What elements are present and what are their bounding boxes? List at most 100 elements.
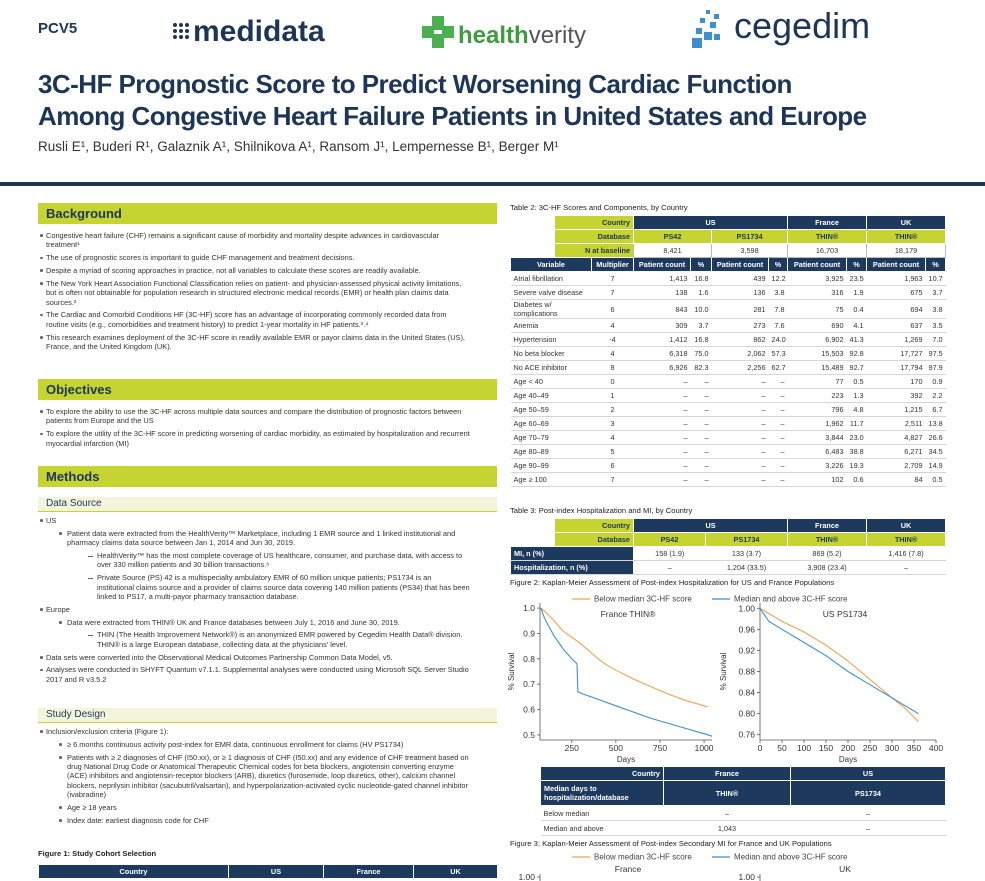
table-cell: 38.8: [846, 444, 867, 459]
header-rule: [0, 182, 985, 186]
table-cell: –: [690, 444, 712, 459]
table-cell: 3,226: [787, 458, 847, 473]
poster-code: PCV5: [38, 20, 78, 37]
table-cell: 869 (5.2): [787, 546, 867, 561]
table-cell: Age 90–99: [510, 458, 592, 473]
bullet-item: Analyses were conducted in SHYFT Quantum…: [38, 665, 470, 684]
table-cell: Patient count: [633, 257, 692, 272]
table-cell: 138: [633, 285, 691, 300]
table-cell: 2,511: [866, 416, 926, 431]
table-cell: –: [768, 458, 788, 473]
title-line: Among Congestive Heart Failure Patients …: [38, 101, 867, 131]
table-row: Variable Multiplier Patient count% Patient …: [510, 257, 947, 272]
y-axis-label: % Survival: [719, 652, 728, 690]
bullet-item: Data were extracted from THIN® UK and Fr…: [38, 618, 470, 627]
table-cell: 16,703: [787, 243, 868, 258]
table-cell: –: [690, 402, 712, 417]
table-cell: –: [633, 374, 691, 389]
row-label: Database: [511, 532, 634, 547]
table-cell: –: [768, 402, 788, 417]
table-cell: THIN®: [866, 229, 947, 244]
table-row: Age 50–59 2– – – –796 4.8 1,215 6.7: [510, 402, 946, 417]
table-body: Country US France UK Database PS42 PS1734 THIN®…: [510, 518, 947, 575]
table-cell: 7: [591, 285, 634, 300]
table-cell: 8: [591, 360, 634, 375]
x-tick-label: 250: [565, 743, 579, 753]
bullet-item: Patient data were extracted from the Hea…: [38, 529, 470, 548]
y-tick-label: 0.5: [523, 730, 535, 740]
table-cell: 1,413: [633, 271, 691, 286]
table-cell: –: [633, 444, 691, 459]
table-cell: 136: [711, 285, 769, 300]
table-cell: –: [768, 388, 788, 403]
table-cell: 84: [866, 472, 926, 487]
table-cell: –: [711, 416, 769, 431]
table-cell: –: [633, 458, 691, 473]
table-cell: 4: [591, 430, 634, 445]
bullet-item: The New York Heart Association Functiona…: [38, 279, 470, 307]
y-tick-label: 0.84: [738, 688, 755, 698]
medidata-icon: [173, 23, 189, 39]
table-cell: Patient count: [787, 257, 848, 272]
row-label-text: Country: [554, 216, 634, 229]
table-cell: 2,256: [711, 360, 769, 375]
table-cell: 3,925: [787, 271, 847, 286]
table-cell: 392: [866, 388, 926, 403]
table-row: Atrial fibrillation 7 1,413 16.8 439 12.2 3,92…: [510, 271, 946, 286]
table-cell: Atrial fibrillation: [510, 271, 592, 286]
panel-title: France: [615, 864, 642, 874]
medidata-logo: medidata: [193, 15, 325, 48]
table-cell: Age < 40: [510, 374, 592, 389]
table-row: Below median – –: [540, 805, 946, 821]
table-cell: –: [866, 560, 946, 575]
table-cell: 862: [711, 332, 769, 347]
table-cell: 3.7: [925, 285, 946, 300]
bullet-item: THIN (The Health Improvement Network®) i…: [38, 630, 470, 649]
table-cell: –: [790, 805, 946, 821]
table-cell: Hypertension: [510, 332, 592, 347]
table-cell: –: [711, 402, 769, 417]
table-cell: 15,503: [787, 346, 847, 361]
table-caption: Table 3: Post-index Hospitalization and …: [510, 506, 693, 515]
y-tick-label: 0.9: [523, 628, 535, 638]
table-cell: THIN®: [663, 780, 791, 806]
table-cell: Age ≥ 100: [510, 472, 592, 487]
table-cell: –: [633, 472, 691, 487]
table-cell: 694: [866, 299, 926, 319]
table-cell: 7.6: [768, 318, 788, 333]
healthverity-icon: [422, 16, 454, 48]
table-cell: 439: [711, 271, 769, 286]
table-cell: 57.3: [768, 346, 788, 361]
x-tick-label: 300: [885, 743, 899, 753]
table-cell: –: [790, 820, 946, 836]
table-cell: Below median: [540, 805, 664, 821]
table-row: Country France US: [540, 766, 946, 781]
table-cell: 6.7: [925, 402, 946, 417]
table-cell: 223: [787, 388, 847, 403]
x-tick-label: 1000: [695, 743, 714, 753]
figure1-table: Country US France UK: [38, 864, 498, 879]
table-row: Age < 40 0– – – –77 0.5 170 0.9: [510, 374, 946, 389]
subsection-heading: Data Source: [38, 497, 497, 512]
x-tick-label: 350: [907, 743, 921, 753]
table-cell: 62.7: [768, 360, 788, 375]
row-label-text: Country: [554, 519, 633, 532]
panel-title: France THIN®: [601, 609, 656, 619]
x-tick-label: 250: [863, 743, 877, 753]
table-cell: PS1734: [704, 532, 789, 547]
y-tick-label: 1.0: [523, 603, 535, 613]
table-cell: 309: [633, 318, 691, 333]
x-axis-label: Days: [839, 755, 857, 764]
table-cell: US: [790, 766, 946, 781]
table-cell: 14.9: [925, 458, 946, 473]
bullet-item: To explore the utility of the 3C-HF scor…: [38, 429, 470, 448]
logo-part: verity: [528, 22, 587, 49]
table-cell: 10.0: [690, 299, 712, 319]
table-cell: 16.8: [690, 332, 712, 347]
table-cell: 2.2: [925, 388, 946, 403]
table-cell: 4.8: [846, 402, 867, 417]
table-cell: Multiplier: [590, 257, 635, 272]
bullet-item: This research examines deployment of the…: [38, 333, 470, 352]
table-cell: US: [228, 864, 324, 879]
y-tick-label: 0.8: [523, 654, 535, 664]
